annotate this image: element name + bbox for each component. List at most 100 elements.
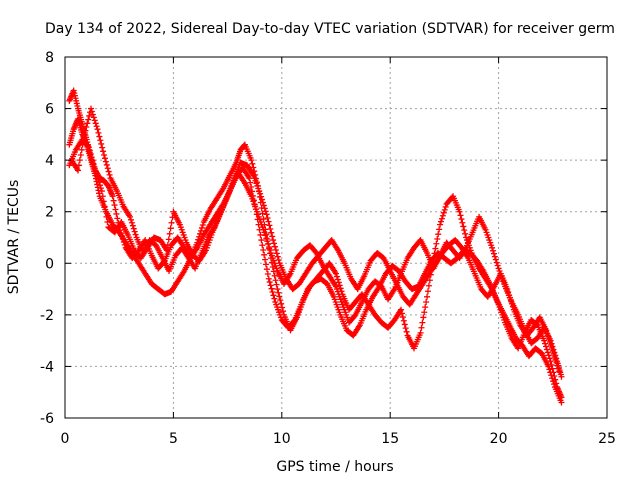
- data-point: [275, 289, 282, 296]
- y-tick-label: 8: [45, 50, 54, 66]
- data-point: [93, 170, 100, 177]
- data-point: [400, 317, 407, 324]
- data-point: [558, 373, 565, 380]
- data-point: [267, 226, 274, 233]
- data-point: [337, 285, 344, 292]
- data-point: [548, 372, 555, 379]
- data-point: [545, 363, 552, 370]
- data-point: [335, 279, 342, 286]
- data-point: [543, 327, 550, 334]
- data-point: [554, 362, 561, 369]
- data-point: [94, 173, 101, 180]
- data-point: [163, 247, 170, 254]
- data-point: [398, 306, 405, 313]
- data-point: [333, 273, 340, 280]
- data-point: [259, 242, 266, 249]
- data-point: [197, 227, 204, 234]
- y-tick-label: -4: [40, 359, 54, 375]
- data-point: [437, 221, 444, 228]
- data-point: [419, 319, 426, 326]
- data-point: [265, 241, 272, 248]
- data-point: [167, 225, 174, 232]
- data-point: [268, 285, 275, 292]
- data-point: [272, 277, 279, 284]
- data-point: [440, 209, 447, 216]
- data-point: [90, 114, 97, 121]
- data-point: [402, 325, 409, 332]
- data-point: [130, 225, 137, 232]
- data-point: [261, 205, 268, 212]
- data-point: [96, 133, 103, 140]
- data-point: [333, 270, 339, 277]
- data-point: [549, 375, 556, 382]
- data-point: [260, 202, 267, 209]
- data-point: [437, 218, 444, 225]
- data-point: [102, 158, 109, 165]
- data-point: [546, 355, 553, 362]
- data-point: [109, 193, 116, 200]
- data-point: [103, 161, 110, 168]
- data-point: [95, 176, 102, 183]
- data-point: [457, 212, 464, 219]
- data-point: [270, 292, 277, 299]
- data-point: [271, 243, 278, 250]
- data-point: [273, 281, 280, 288]
- data-points: [66, 87, 565, 406]
- data-point: [92, 167, 99, 174]
- data-point: [458, 216, 465, 223]
- data-point: [127, 213, 134, 220]
- data-point: [542, 343, 549, 350]
- y-tick-label: 2: [45, 205, 54, 221]
- data-point: [490, 247, 497, 254]
- data-point: [260, 247, 267, 254]
- data-point: [551, 353, 558, 360]
- data-point: [93, 123, 100, 130]
- data-point: [434, 235, 441, 242]
- data-point: [198, 224, 205, 231]
- data-point: [334, 276, 341, 283]
- data-point: [98, 140, 105, 147]
- data-point: [442, 203, 449, 210]
- data-point: [266, 279, 273, 286]
- data-point: [439, 212, 446, 219]
- data-point: [264, 238, 271, 245]
- chart-title: Day 134 of 2022, Sidereal Day-to-day VTE…: [45, 21, 615, 37]
- data-point: [426, 277, 433, 284]
- data-point: [106, 171, 113, 178]
- data-point: [98, 188, 105, 195]
- data-point: [545, 333, 552, 340]
- data-point: [111, 202, 118, 209]
- data-point: [436, 226, 443, 233]
- x-tick-label: 15: [381, 431, 399, 447]
- data-point: [80, 136, 87, 143]
- data-point: [84, 120, 91, 127]
- data-point: [491, 253, 498, 260]
- data-point: [99, 193, 106, 200]
- data-point: [168, 219, 175, 226]
- data-point: [81, 131, 88, 138]
- data-point: [435, 231, 442, 238]
- data-point: [504, 286, 511, 293]
- data-point: [272, 247, 279, 254]
- data-point: [433, 240, 440, 247]
- data-point: [100, 198, 107, 205]
- data-point: [432, 245, 439, 252]
- data-point: [131, 228, 138, 235]
- data-point: [129, 222, 136, 229]
- data-point: [88, 105, 95, 112]
- data-point: [263, 266, 270, 273]
- data-point: [550, 378, 557, 385]
- data-point: [199, 221, 206, 228]
- data-point: [398, 310, 405, 317]
- data-point: [545, 352, 552, 359]
- data-point: [83, 123, 90, 130]
- data-point: [269, 263, 276, 270]
- data-point: [261, 229, 268, 236]
- data-point: [90, 160, 97, 167]
- y-axis-label: SDTVAR / TECUs: [6, 180, 22, 295]
- data-point: [265, 275, 272, 282]
- data-point: [421, 309, 428, 316]
- data-point: [101, 155, 108, 162]
- data-point: [100, 148, 107, 155]
